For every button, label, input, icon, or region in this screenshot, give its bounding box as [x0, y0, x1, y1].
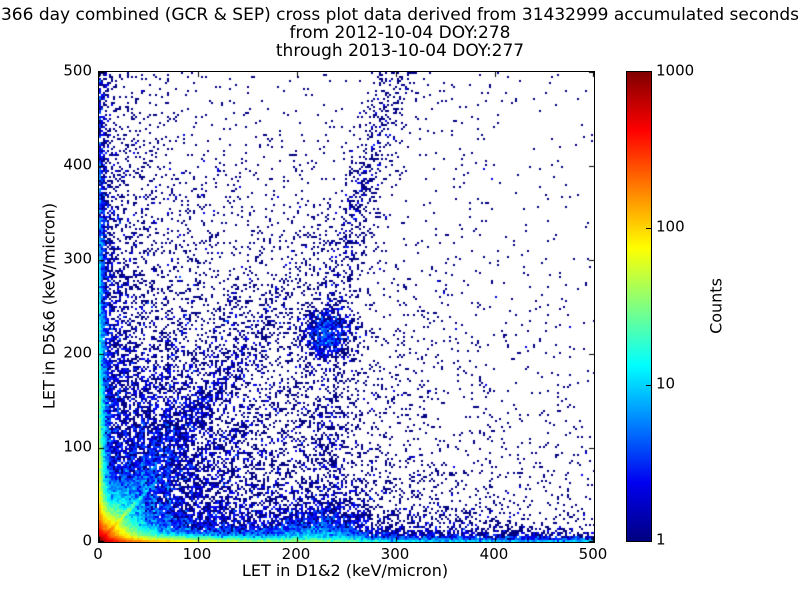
x-tick-label: 500 [578, 545, 608, 563]
y-tick-label: 500 [63, 61, 92, 80]
chart-title-line-3: through 2013-10-04 DOY:277 [275, 41, 525, 61]
scatter-heatmap-canvas [99, 72, 594, 542]
chart-title-block: 366 day combined (GCR & SEP) cross plot … [0, 6, 800, 60]
colorbar-tick-label: 1000 [656, 61, 695, 80]
colorbar-tick-label: 1 [656, 530, 666, 549]
chart-title-line-2: from 2012-10-04 DOY:278 [289, 23, 511, 43]
y-axis-label: LET in D5&6 (keV/micron) [39, 202, 59, 410]
colorbar-tick-mark [646, 384, 651, 386]
y-tick-label: 300 [63, 249, 92, 268]
y-tick-label: 200 [63, 343, 92, 362]
colorbar-axis-label: Counts [706, 278, 726, 334]
colorbar-tick-label: 10 [656, 374, 676, 393]
y-tick-label: 0 [82, 531, 92, 550]
colorbar [626, 71, 652, 542]
colorbar-gradient [627, 72, 651, 541]
x-tick-label: 0 [93, 545, 103, 563]
x-tick-label: 200 [281, 545, 311, 563]
colorbar-tick-mark [646, 228, 651, 230]
x-tick-label: 100 [182, 545, 212, 563]
plot-area [98, 71, 595, 543]
y-tick-label: 100 [63, 437, 92, 456]
colorbar-tick-label: 100 [656, 217, 685, 236]
chart-title-line-1: 366 day combined (GCR & SEP) cross plot … [0, 5, 800, 25]
y-tick-label: 400 [63, 155, 92, 174]
x-tick-label: 300 [380, 545, 410, 563]
x-tick-label: 400 [479, 545, 509, 563]
x-axis-label: LET in D1&2 (keV/micron) [241, 561, 449, 580]
